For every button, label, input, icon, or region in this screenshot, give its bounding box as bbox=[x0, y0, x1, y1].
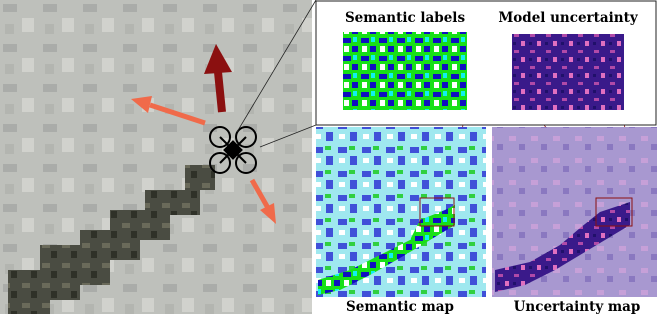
caption: Semantic labels bbox=[345, 10, 466, 26]
caption: Uncertainty map bbox=[514, 299, 641, 314]
caption: Model uncertainty bbox=[498, 10, 639, 26]
figure: Semantic labels Model uncertainty Semant… bbox=[0, 0, 657, 314]
semantic-labels-image bbox=[343, 32, 467, 110]
uncertainty-image bbox=[512, 34, 624, 110]
caption: Semantic map bbox=[346, 299, 454, 314]
semantic-map bbox=[316, 127, 486, 297]
page: {"labels": {"semantic_labels": "Semantic… bbox=[0, 0, 657, 314]
